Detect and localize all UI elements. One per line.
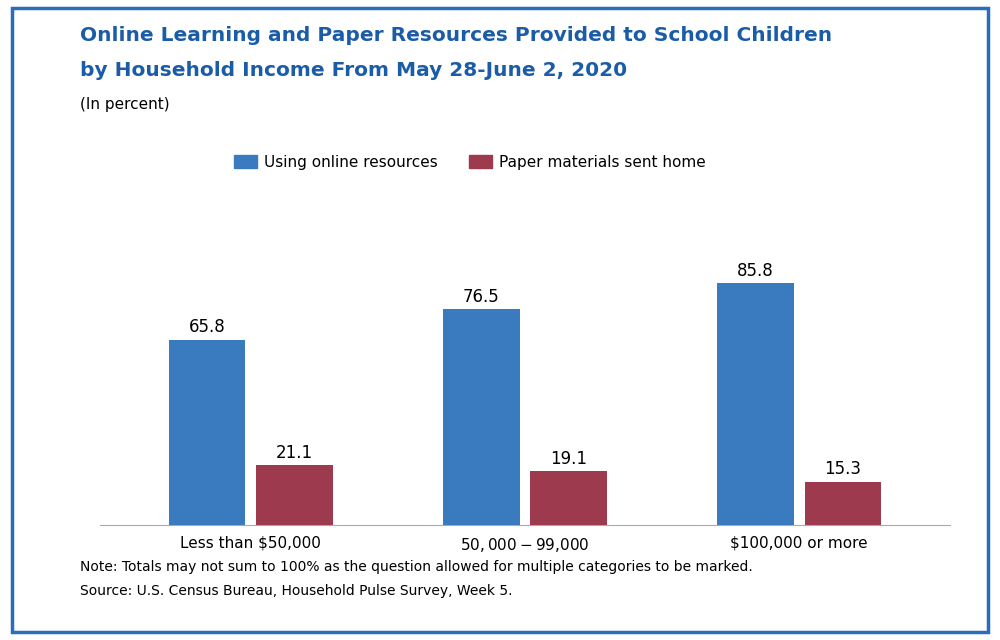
Text: by Household Income From May 28-June 2, 2020: by Household Income From May 28-June 2, … bbox=[80, 61, 627, 80]
Text: Source: U.S. Census Bureau, Household Pulse Survey, Week 5.: Source: U.S. Census Bureau, Household Pu… bbox=[80, 584, 512, 598]
Bar bbox=[717, 283, 794, 525]
Bar bbox=[530, 471, 607, 525]
Text: 15.3: 15.3 bbox=[825, 460, 862, 478]
Legend: Using online resources, Paper materials sent home: Using online resources, Paper materials … bbox=[228, 148, 712, 176]
Text: 76.5: 76.5 bbox=[463, 288, 500, 306]
Text: 19.1: 19.1 bbox=[550, 450, 587, 468]
Bar bbox=[805, 482, 881, 525]
Bar bbox=[169, 339, 245, 525]
Text: 85.8: 85.8 bbox=[737, 262, 774, 280]
Text: (In percent): (In percent) bbox=[80, 97, 170, 112]
Text: 21.1: 21.1 bbox=[276, 444, 313, 462]
Text: Online Learning and Paper Resources Provided to School Children: Online Learning and Paper Resources Prov… bbox=[80, 26, 832, 45]
Bar bbox=[256, 465, 333, 525]
Text: 65.8: 65.8 bbox=[189, 318, 225, 336]
Bar bbox=[443, 309, 520, 525]
Text: Note: Totals may not sum to 100% as the question allowed for multiple categories: Note: Totals may not sum to 100% as the … bbox=[80, 560, 753, 574]
